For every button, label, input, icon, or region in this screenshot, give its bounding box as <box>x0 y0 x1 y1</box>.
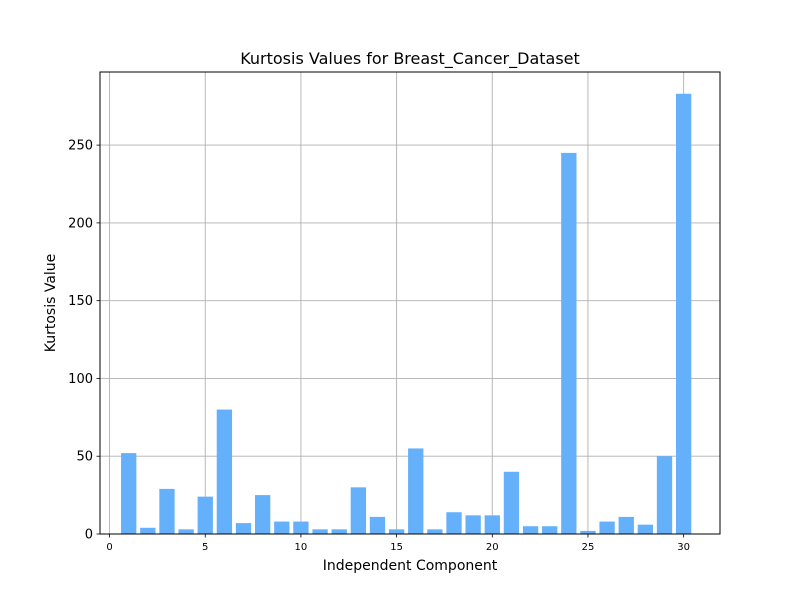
bar-component-16 <box>408 448 424 534</box>
bar-component-30 <box>675 93 692 535</box>
y-tick-label: 250 <box>68 139 93 154</box>
bar-component-21 <box>503 471 520 534</box>
x-tick-label: 20 <box>486 542 499 553</box>
bar-component-5 <box>197 496 213 534</box>
y-axis-label: Kurtosis Value <box>43 254 59 353</box>
bar-component-23 <box>542 526 558 534</box>
bar-component-28 <box>637 524 654 534</box>
bar-component-6 <box>216 409 233 534</box>
bar-component-12 <box>331 529 347 534</box>
y-tick-label: 100 <box>68 372 93 387</box>
x-tick-label: 15 <box>390 542 403 553</box>
bar-component-18 <box>446 512 462 534</box>
x-tick-label: 5 <box>202 542 208 553</box>
plot-frame <box>99 71 721 535</box>
bar-component-29 <box>656 456 673 534</box>
bar-component-9 <box>274 521 290 534</box>
y-tick-label: 150 <box>68 294 93 309</box>
bar-component-25 <box>580 530 596 534</box>
bar-component-27 <box>618 516 634 534</box>
bars <box>121 93 692 535</box>
bar-component-22 <box>522 526 539 534</box>
bar-component-2 <box>140 527 156 534</box>
bar-component-20 <box>484 515 500 534</box>
bar-component-26 <box>599 521 615 534</box>
bar-component-14 <box>369 516 386 534</box>
bar-component-11 <box>312 529 328 534</box>
bar-component-17 <box>427 529 443 534</box>
bar-component-15 <box>388 529 405 534</box>
bar-component-24 <box>561 152 577 534</box>
bar-component-13 <box>350 487 366 534</box>
y-tick-label: 200 <box>68 216 93 231</box>
bar-component-10 <box>293 521 309 534</box>
bar-component-3 <box>159 488 175 534</box>
axis-ticks: 0 5 10 15 20 25 30 0 50 100 150 200 250 <box>68 139 690 553</box>
x-tick-label: 10 <box>295 542 308 553</box>
bar-component-19 <box>465 515 481 534</box>
bar-component-8 <box>255 495 271 534</box>
x-tick-label: 0 <box>106 542 112 553</box>
y-tick-label: 50 <box>76 450 93 465</box>
x-axis-label: Independent Component <box>323 558 498 574</box>
x-tick-label: 30 <box>677 542 690 553</box>
chart-title: Kurtosis Values for Breast_Cancer_Datase… <box>240 49 580 69</box>
bar-component-4 <box>178 529 194 534</box>
bar-component-7 <box>235 523 252 534</box>
bar-component-1 <box>121 453 137 534</box>
x-tick-label: 25 <box>582 542 595 553</box>
y-tick-label: 0 <box>85 528 93 543</box>
